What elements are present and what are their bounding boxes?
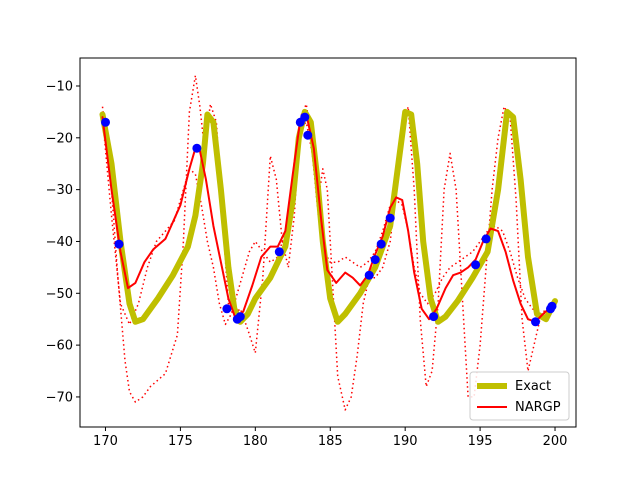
y-tick-label: −40 (46, 235, 73, 250)
y-axis: −10 −20 −30 −40 −50 −60 −70 (46, 79, 80, 405)
data-point (531, 317, 540, 327)
data-point (547, 301, 557, 311)
x-tick-label: 175 (168, 434, 193, 449)
y-tick-label: −50 (46, 287, 73, 302)
y-tick-label: −10 (46, 79, 73, 94)
data-point (114, 239, 124, 249)
x-tick-label: 185 (318, 434, 343, 449)
plot-area (99, 74, 558, 411)
data-point (101, 117, 110, 127)
x-tick-label: 200 (543, 434, 568, 449)
legend: Exact NARGP (469, 371, 570, 421)
data-point (376, 239, 386, 249)
data-point (364, 270, 374, 280)
data-point (222, 304, 232, 314)
legend-label-nargp: NARGP (515, 400, 561, 415)
data-point (303, 130, 313, 140)
data-point (274, 247, 284, 257)
data-point (429, 312, 439, 322)
x-tick-label: 190 (393, 434, 418, 449)
data-point (192, 143, 202, 153)
legend-label-exact: Exact (515, 379, 551, 394)
data-point (471, 260, 481, 270)
y-tick-label: −30 (46, 183, 73, 198)
data-point (481, 234, 491, 244)
y-tick-label: −60 (46, 339, 73, 354)
data-point (385, 213, 395, 223)
x-tick-label: 170 (93, 434, 118, 449)
data-point (300, 112, 310, 122)
x-tick-label: 180 (243, 434, 268, 449)
series-band-lower (101, 117, 556, 326)
axes-frame (79, 57, 577, 428)
x-axis: 170 175 180 185 190 195 200 (93, 427, 567, 449)
y-tick-label: −70 (46, 390, 73, 405)
y-tick-label: −20 (46, 131, 73, 146)
x-tick-label: 195 (468, 434, 493, 449)
data-point (370, 255, 380, 265)
data-point (235, 312, 245, 322)
